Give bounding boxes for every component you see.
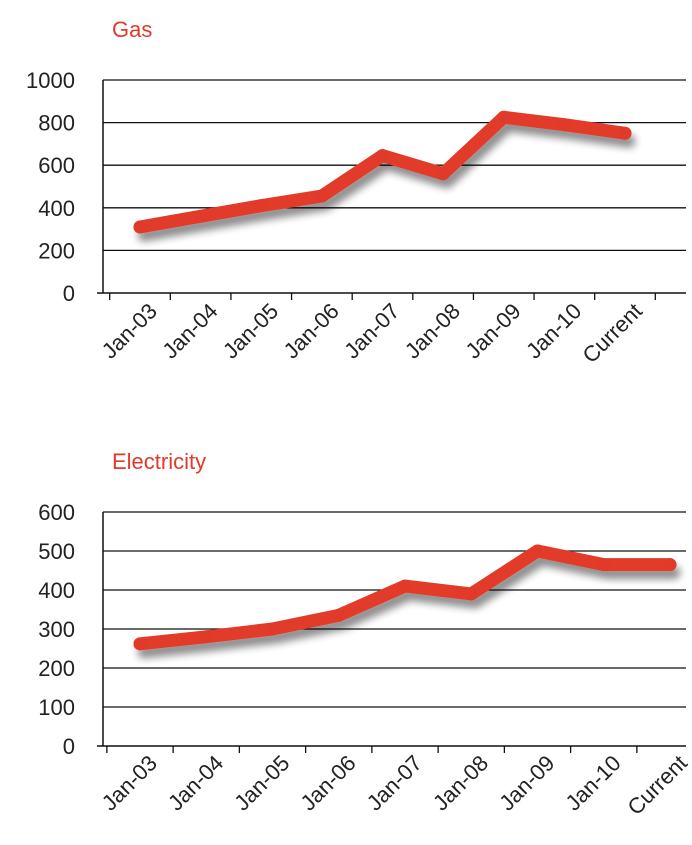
electricity-y-tick-label: 400 (38, 578, 75, 603)
electricity-data-point (133, 637, 147, 651)
electricity-x-tick-label: Jan-08 (428, 750, 493, 815)
gas-y-tick-label: 400 (38, 196, 75, 221)
gas-y-tick-label: 200 (38, 238, 75, 263)
gas-x-tick-label: Jan-05 (218, 298, 283, 363)
electricity-data-point (464, 587, 478, 601)
electricity-y-tick-label: 500 (38, 539, 75, 564)
gas-data-point (497, 110, 511, 124)
gas-chart-title: Gas (112, 17, 152, 42)
electricity-data-point (531, 544, 544, 558)
electricity-series-line (133, 544, 677, 651)
gas-data-point (557, 118, 571, 132)
gas-x-tick-label: Current (577, 298, 647, 368)
gas-x-tick-label: Jan-07 (339, 298, 404, 363)
electricity-x-tick-label: Jan-05 (229, 750, 294, 815)
electricity-x-tick-label: Current (622, 750, 692, 820)
electricity-x-tick-label: Jan-03 (97, 750, 162, 815)
gas-y-tick-label: 600 (38, 153, 75, 178)
electricity-data-point (398, 579, 412, 593)
gas-data-point (133, 220, 147, 234)
electricity-data-point (597, 558, 611, 572)
electricity-data-point (663, 558, 677, 572)
electricity-y-tick-label: 0 (63, 734, 75, 759)
gas-x-tick-label: Jan-08 (400, 298, 465, 363)
gas-data-point (194, 209, 208, 223)
electricity-y-tick-label: 300 (38, 617, 75, 642)
electricity-x-tick-label: Jan-09 (494, 750, 559, 815)
electricity-data-point (266, 622, 279, 636)
gas-x-tick-label: Jan-04 (157, 298, 222, 363)
electricity-x-tick-label: Jan-07 (362, 750, 427, 815)
electricity-y-tick-label: 600 (38, 500, 75, 525)
gas-data-point (315, 189, 329, 203)
electricity-data-point (332, 608, 346, 622)
electricity-chart-title: Electricity (112, 449, 206, 474)
electricity-x-tick-label: Jan-06 (295, 750, 360, 815)
gas-y-tick-label: 0 (63, 281, 75, 306)
gas-x-tick-label: Jan-03 (97, 298, 162, 363)
electricity-y-tick-label: 200 (38, 656, 75, 681)
electricity-x-tick-label: Jan-10 (560, 750, 625, 815)
gas-data-point (254, 199, 268, 213)
gas-x-tick-label: Jan-10 (521, 298, 586, 363)
gas-y-tick-label: 800 (38, 111, 75, 136)
gas-data-point (436, 167, 450, 181)
gas-x-tick-label: Jan-06 (279, 298, 344, 363)
electricity-data-point (199, 630, 213, 644)
gas-data-point (376, 149, 389, 163)
gas-chart: Gas 02004006008001000Jan-03Jan-04Jan-05J… (26, 17, 686, 368)
electricity-x-tick-label: Jan-04 (163, 750, 228, 815)
electricity-y-tick-label: 100 (38, 695, 75, 720)
gas-y-tick-label: 1000 (26, 68, 75, 93)
gas-series-line (133, 110, 632, 234)
gas-x-tick-label: Jan-09 (460, 298, 525, 363)
gas-data-point (618, 126, 632, 140)
